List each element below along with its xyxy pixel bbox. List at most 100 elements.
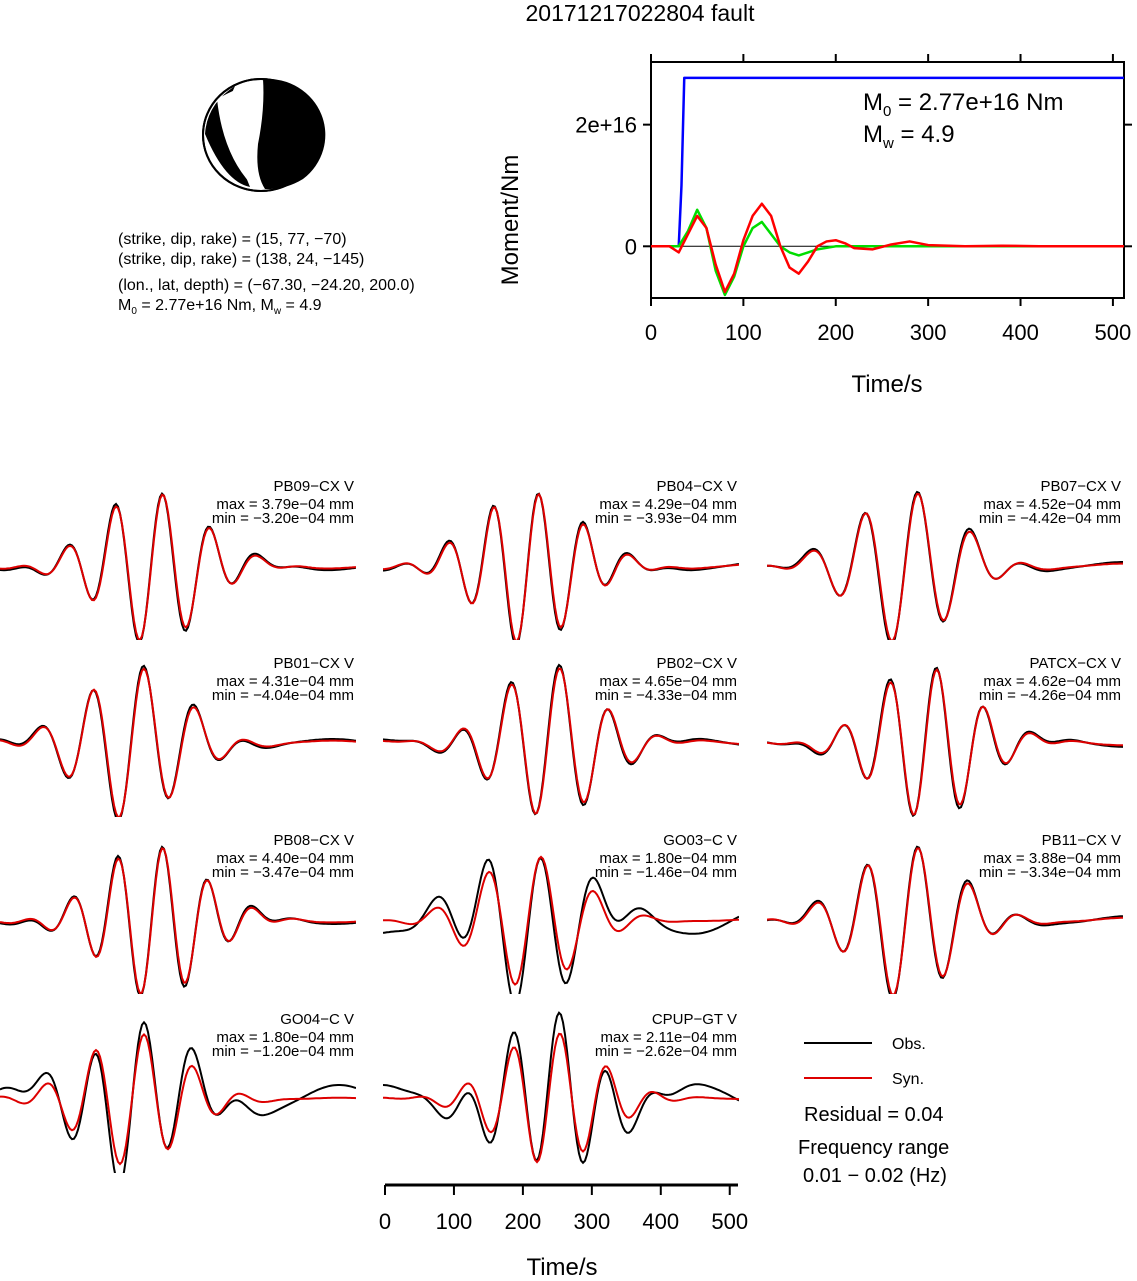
moment-xtick-label: 400	[1002, 320, 1039, 345]
syn-trace	[383, 1032, 739, 1164]
trace-min: min = −3.20e−04 mm	[211, 510, 354, 527]
trace-min: min = −4.26e−04 mm	[978, 687, 1121, 704]
trace-min: min = −4.04e−04 mm	[211, 687, 354, 704]
trace-min: min = −3.47e−04 mm	[211, 864, 354, 881]
waveform-svg	[767, 490, 1123, 640]
mechanism-moment: M0 = 2.77e+16 Nm, Mw = 4.9	[118, 297, 322, 318]
trace-xtick-label: 0	[379, 1209, 391, 1234]
waveform-svg	[0, 491, 356, 640]
mechanism-location: (lon., lat, depth) = (−67.30, −24.20, 20…	[118, 277, 415, 294]
moment-series-line-2	[651, 202, 1124, 294]
trace-xtick-label: 300	[573, 1209, 610, 1234]
trace-max: max = 1.80e−04 mm	[216, 1029, 354, 1046]
moment-xtick-label: 100	[725, 320, 762, 345]
syn-trace	[767, 492, 1123, 640]
syn-trace	[383, 855, 739, 986]
trace-min: min = −3.93e−04 mm	[594, 510, 737, 527]
trace-max: max = 4.62e−04 mm	[983, 673, 1121, 690]
trace-station: PB01−CX V	[273, 655, 354, 672]
trace-station: PB09−CX V	[273, 478, 354, 495]
waveform-svg	[0, 845, 356, 994]
trace-min: min = −2.62e−04 mm	[594, 1043, 737, 1060]
obs-trace	[383, 856, 739, 994]
trace-xtick-label: 100	[436, 1209, 473, 1234]
trace-station: CPUP−GT V	[651, 1011, 737, 1028]
trace-xtick-label: 400	[642, 1209, 679, 1234]
trace-station: PATCX−CX V	[1029, 655, 1121, 672]
trace-station: GO03−C V	[663, 832, 737, 849]
mechanism-plane1: (strike, dip, rake) = (15, 77, −70)	[118, 231, 347, 248]
trace-max: max = 2.11e−04 mm	[600, 1029, 737, 1046]
trace-min: min = −1.20e−04 mm	[211, 1043, 354, 1060]
moment-xtick-label: 300	[910, 320, 947, 345]
trace-max: max = 4.65e−04 mm	[599, 673, 737, 690]
trace-station: GO04−C V	[280, 1011, 354, 1028]
syn-trace	[0, 847, 356, 994]
trace-max: max = 4.52e−04 mm	[983, 496, 1121, 513]
syn-trace	[0, 1032, 356, 1166]
trace-station: PB04−CX V	[656, 478, 737, 495]
trace-xlabel: Time/s	[526, 1254, 597, 1281]
trace-xtick-label: 500	[711, 1209, 748, 1234]
waveform-svg	[0, 1020, 356, 1173]
trace-time-axis: 0 100 200 300 400 500 Time/s	[379, 1183, 748, 1281]
moment-xtick-label: 500	[1095, 320, 1132, 345]
trace-station: PB11−CX V	[1041, 832, 1121, 849]
legend: Obs. Syn.	[804, 1036, 926, 1088]
trace-max: max = 3.88e−04 mm	[983, 850, 1121, 867]
moment-xtick-label: 0	[645, 320, 657, 345]
moment-chart: 0 2e+16 0 100 200 300 400 500 Moment/Nm Time/s…	[497, 54, 1132, 398]
waveform-svg	[0, 664, 356, 817]
mechanism-plane2: (strike, dip, rake) = (138, 24, −145)	[118, 251, 365, 268]
waveform-svg	[383, 1011, 739, 1165]
obs-trace	[383, 1011, 739, 1165]
legend-obs-label: Obs.	[892, 1036, 926, 1053]
residual-label: Residual = 0.04	[804, 1104, 944, 1126]
syn-trace	[383, 492, 739, 640]
moment-ylabel: Moment/Nm	[497, 155, 524, 286]
trace-min: min = −1.46e−04 mm	[594, 864, 737, 881]
moment-ytick-label: 0	[625, 234, 637, 259]
obs-trace	[383, 492, 739, 640]
trace-station: PB07−CX V	[1040, 478, 1121, 495]
syn-trace	[0, 667, 356, 817]
beachball-compressional-quadrant	[257, 78, 326, 190]
legend-syn-label: Syn.	[892, 1071, 924, 1088]
trace-max: max = 4.31e−04 mm	[216, 673, 354, 690]
waveform-svg	[767, 666, 1123, 817]
frequency-range-value: 0.01 − 0.02 (Hz)	[803, 1165, 947, 1187]
syn-trace	[383, 667, 739, 815]
trace-station: PB02−CX V	[656, 655, 737, 672]
trace-xtick-label: 200	[505, 1209, 542, 1234]
page-title: 20171217022804 fault	[525, 0, 755, 26]
trace-max: max = 3.79e−04 mm	[216, 496, 354, 513]
waveform-svg	[383, 492, 739, 640]
frequency-range-label: Frequency range	[798, 1137, 950, 1159]
syn-trace	[767, 847, 1123, 994]
trace-max: max = 1.80e−04 mm	[599, 850, 737, 867]
moment-annotation-mw: Mw = 4.9	[863, 121, 955, 152]
beachball-diagram	[202, 78, 326, 192]
obs-trace	[383, 663, 739, 816]
trace-max: max = 4.29e−04 mm	[599, 496, 737, 513]
moment-xlabel: Time/s	[851, 371, 922, 398]
waveform-svg	[767, 845, 1123, 994]
trace-min: min = −3.34e−04 mm	[978, 864, 1121, 881]
